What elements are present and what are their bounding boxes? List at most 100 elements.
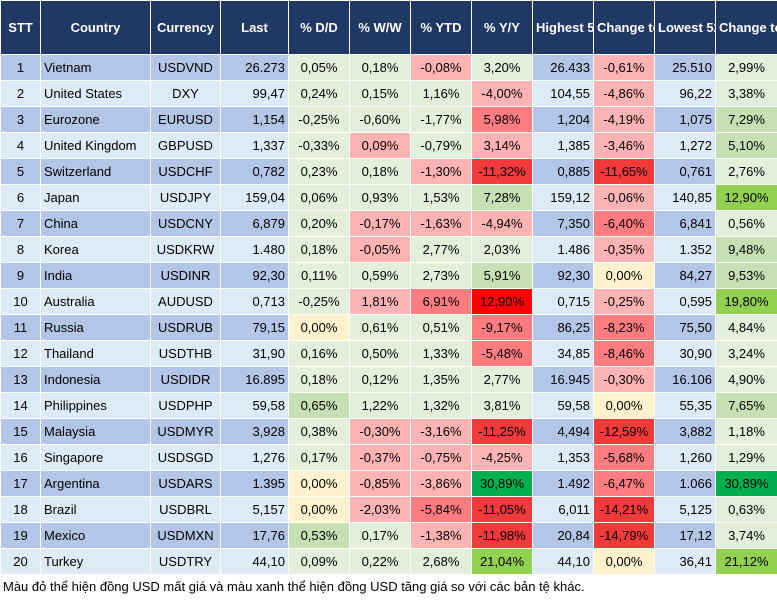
cell-pct-ww: 0,93%: [349, 184, 411, 211]
cell-change-to-l52w: 9,53%: [715, 262, 777, 289]
cell-currency: USDCNY: [150, 210, 221, 237]
cell-pct-dd: 0,23%: [288, 158, 350, 185]
cell-pct-ww: 1,81%: [349, 288, 411, 315]
cell-change-to-h52w: -0,30%: [593, 366, 655, 393]
cell-last: 99,47: [220, 80, 289, 107]
table-row: 10 Australia AUDUSD 0,713 -0,25% 1,81% 6,91% 12…: [0, 288, 777, 315]
cell-currency: GBPUSD: [150, 132, 221, 159]
cell-country: Vietnam: [40, 54, 151, 81]
cell-change-to-l52w: 12,90%: [715, 184, 777, 211]
table-row: 13 Indonesia USDIDR 16.895 0,18% 0,12% 1,35% 2,…: [0, 366, 777, 393]
table-row: 8 Korea USDKRW 1.480 0,18% -0,05% 2,77% 2,03% 1.…: [0, 236, 777, 263]
cell-pct-ww: -0,30%: [349, 418, 411, 445]
cell-last: 0,713: [220, 288, 289, 315]
cell-country: Japan: [40, 184, 151, 211]
cell-change-to-h52w: 0,00%: [593, 392, 655, 419]
cell-last: 3,928: [220, 418, 289, 445]
cell-change-to-l52w: 5,10%: [715, 132, 777, 159]
cell-pct-ytd: 2,73%: [410, 262, 472, 289]
cell-pct-ww: -0,17%: [349, 210, 411, 237]
cell-pct-ytd: -1,30%: [410, 158, 472, 185]
cell-pct-dd: 0,00%: [288, 314, 350, 341]
cell-change-to-h52w: -12,59%: [593, 418, 655, 445]
cell-pct-yy: -4,25%: [471, 444, 533, 471]
cell-pct-ytd: -0,79%: [410, 132, 472, 159]
cell-pct-ytd: 1,16%: [410, 80, 472, 107]
cell-country: Thailand: [40, 340, 151, 367]
cell-change-to-h52w: -14,79%: [593, 522, 655, 549]
cell-pct-ytd: -3,86%: [410, 470, 472, 497]
cell-stt: 18: [0, 496, 41, 523]
cell-change-to-l52w: 3,24%: [715, 340, 777, 367]
cell-last: 1.395: [220, 470, 289, 497]
cell-change-to-l52w: 2,99%: [715, 54, 777, 81]
cell-pct-ww: 0,50%: [349, 340, 411, 367]
cell-highest-52w: 92,30: [532, 262, 594, 289]
cell-last: 79,15: [220, 314, 289, 341]
cell-lowest-52w: 84,27: [654, 262, 716, 289]
cell-stt: 17: [0, 470, 41, 497]
header-pct-ytd: % YTD: [410, 0, 472, 55]
table-row: 14 Philippines USDPHP 59,58 0,65% 1,22% 1,32% 3…: [0, 392, 777, 419]
cell-pct-ytd: 1,32%: [410, 392, 472, 419]
cell-lowest-52w: 1.352: [654, 236, 716, 263]
cell-stt: 14: [0, 392, 41, 419]
cell-last: 1,276: [220, 444, 289, 471]
cell-pct-ytd: 1,35%: [410, 366, 472, 393]
cell-pct-ww: 0,12%: [349, 366, 411, 393]
cell-country: Indonesia: [40, 366, 151, 393]
cell-pct-dd: 0,05%: [288, 54, 350, 81]
cell-currency: AUDUSD: [150, 288, 221, 315]
cell-last: 26.273: [220, 54, 289, 81]
cell-currency: USDKRW: [150, 236, 221, 263]
cell-pct-dd: 0,00%: [288, 470, 350, 497]
cell-highest-52w: 0,885: [532, 158, 594, 185]
cell-pct-yy: 3,81%: [471, 392, 533, 419]
cell-pct-yy: -4,94%: [471, 210, 533, 237]
cell-pct-ww: -2,03%: [349, 496, 411, 523]
cell-pct-yy: 21,04%: [471, 548, 533, 575]
cell-highest-52w: 20,84: [532, 522, 594, 549]
header-change-to-h52w: Change to H52W: [593, 0, 655, 55]
cell-pct-ytd: 0,51%: [410, 314, 472, 341]
cell-last: 1,154: [220, 106, 289, 133]
cell-stt: 16: [0, 444, 41, 471]
cell-stt: 12: [0, 340, 41, 367]
table-row: 15 Malaysia USDMYR 3,928 0,38% -0,30% -3,16% -1…: [0, 418, 777, 445]
cell-pct-ww: 0,09%: [349, 132, 411, 159]
cell-pct-ww: -0,60%: [349, 106, 411, 133]
table-row: 9 India USDINR 92,30 0,11% 0,59% 2,73% 5,91% 92,…: [0, 262, 777, 289]
cell-change-to-l52w: 3,38%: [715, 80, 777, 107]
cell-change-to-l52w: 7,29%: [715, 106, 777, 133]
cell-change-to-h52w: -4,86%: [593, 80, 655, 107]
cell-currency: USDTRY: [150, 548, 221, 575]
cell-change-to-l52w: 2,76%: [715, 158, 777, 185]
cell-pct-dd: 0,65%: [288, 392, 350, 419]
cell-last: 16.895: [220, 366, 289, 393]
cell-change-to-l52w: 30,89%: [715, 470, 777, 497]
cell-country: Mexico: [40, 522, 151, 549]
cell-pct-yy: 5,91%: [471, 262, 533, 289]
cell-lowest-52w: 1,075: [654, 106, 716, 133]
cell-pct-ytd: -3,16%: [410, 418, 472, 445]
cell-highest-52w: 159,12: [532, 184, 594, 211]
cell-currency: EURUSD: [150, 106, 221, 133]
cell-lowest-52w: 1.066: [654, 470, 716, 497]
cell-last: 6,879: [220, 210, 289, 237]
cell-country: Turkey: [40, 548, 151, 575]
cell-last: 159,04: [220, 184, 289, 211]
cell-pct-yy: 7,28%: [471, 184, 533, 211]
cell-last: 59,58: [220, 392, 289, 419]
cell-last: 1.480: [220, 236, 289, 263]
cell-change-to-h52w: -3,46%: [593, 132, 655, 159]
cell-currency: USDTHB: [150, 340, 221, 367]
cell-pct-dd: 0,06%: [288, 184, 350, 211]
cell-stt: 9: [0, 262, 41, 289]
table-row: 6 Japan USDJPY 159,04 0,06% 0,93% 1,53% 7,28% 15…: [0, 184, 777, 211]
cell-stt: 1: [0, 54, 41, 81]
cell-pct-dd: 0,18%: [288, 366, 350, 393]
cell-country: Malaysia: [40, 418, 151, 445]
cell-currency: USDMYR: [150, 418, 221, 445]
cell-pct-ytd: 2,77%: [410, 236, 472, 263]
cell-stt: 15: [0, 418, 41, 445]
